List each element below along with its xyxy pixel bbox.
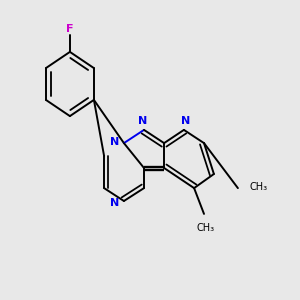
Text: N: N (110, 136, 119, 147)
Text: F: F (66, 24, 74, 34)
Text: CH₃: CH₃ (249, 182, 267, 192)
Text: N: N (138, 116, 147, 126)
Text: N: N (110, 197, 119, 208)
Text: N: N (181, 116, 190, 126)
Text: CH₃: CH₃ (196, 223, 214, 233)
